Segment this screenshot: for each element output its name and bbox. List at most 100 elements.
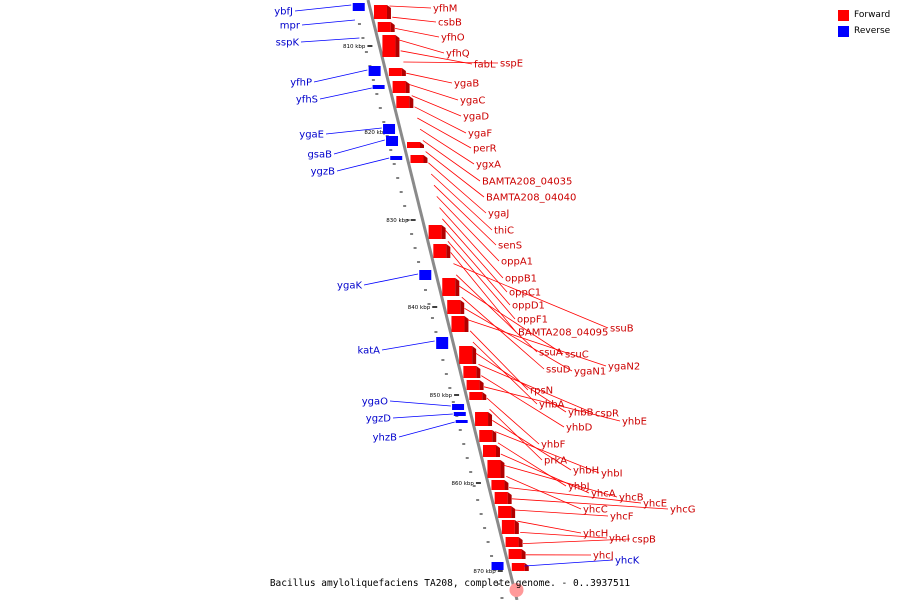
forward-gene-label: fabL — [474, 60, 496, 71]
forward-gene-label: oppA1 — [501, 257, 533, 268]
forward-leader-line — [394, 28, 440, 38]
forward-leader-line — [430, 173, 493, 231]
forward-leader-line — [500, 453, 590, 494]
reverse-leader-line — [294, 4, 352, 12]
forward-leader-line — [403, 61, 499, 64]
forward-gene-block — [482, 445, 496, 457]
forward-gene-shade — [420, 142, 425, 148]
forward-gene-label: oppF1 — [517, 315, 548, 326]
reverse-gene-block — [453, 412, 466, 416]
forward-gene-block — [498, 506, 512, 518]
forward-gene-label: ygaN1 — [574, 367, 606, 378]
reverse-gene-label: ygaO — [362, 397, 388, 408]
forward-gene-label: yhcH — [583, 529, 608, 540]
forward-gene-label: BAMTA208_04040 — [486, 193, 576, 204]
forward-gene-label: yhbH — [573, 466, 599, 477]
forward-gene-label: BAMTA208_04035 — [482, 177, 572, 188]
genome-axis — [366, 0, 519, 600]
forward-gene-block — [388, 68, 402, 76]
forward-gene-block — [511, 563, 525, 571]
forward-gene-label: thiC — [494, 226, 514, 237]
legend: Forward Reverse — [838, 8, 890, 40]
reverse-gene-label: katA — [357, 346, 380, 357]
forward-leader-line — [492, 420, 572, 471]
reverse-gene-block — [368, 66, 381, 76]
forward-gene-label: ygaF — [468, 129, 492, 140]
forward-gene-shade — [500, 460, 505, 478]
forward-gene-label: yfhQ — [446, 49, 470, 60]
forward-gene-label: ygaN2 — [608, 362, 640, 373]
forward-leader-line — [467, 319, 607, 367]
forward-gene-block — [451, 316, 465, 332]
forward-gene-label: ygxA — [476, 160, 501, 171]
reverse-gene-label: yfhP — [290, 78, 312, 89]
forward-gene-label: oppC1 — [509, 288, 541, 299]
forward-gene-shade — [514, 520, 519, 534]
reverse-leader-line — [381, 340, 435, 351]
forward-gene-label: yhbI — [601, 469, 623, 480]
forward-leader-line — [503, 464, 618, 498]
reverse-gene-block — [352, 3, 365, 11]
forward-leader-line — [489, 408, 543, 461]
forward-gene-label: BAMTA208_04095 — [518, 328, 608, 339]
forward-gene-label: yhbD — [566, 423, 593, 434]
reverse-leader-line — [313, 69, 368, 83]
reverse-gene-label: ygzB — [311, 167, 336, 178]
forward-leader-line — [419, 128, 475, 165]
forward-gene-label: perR — [473, 144, 497, 155]
reverse-label: Reverse — [854, 26, 891, 36]
forward-leader-line — [408, 84, 459, 101]
forward-gene-label: yhcB — [619, 493, 644, 504]
forward-leader-line — [425, 151, 485, 198]
forward-leader-line — [497, 442, 567, 487]
forward-gene-block — [373, 5, 387, 19]
forward-gene-block — [469, 392, 483, 400]
forward-gene-shade — [464, 316, 469, 332]
forward-gene-label: ygaJ — [488, 209, 509, 220]
forward-leader-line — [481, 375, 565, 428]
reverse-leader-line — [389, 400, 451, 407]
forward-leader-line — [520, 532, 608, 539]
forward-gene-block — [433, 244, 447, 258]
forward-gene-block — [508, 549, 522, 559]
forward-leader-line — [450, 252, 517, 333]
forward-gene-shade — [507, 492, 512, 504]
forward-gene-shade — [495, 445, 500, 457]
forward-gene-block — [392, 81, 406, 93]
forward-leader-line — [411, 95, 462, 117]
forward-gene-label: yfhO — [441, 33, 465, 44]
forward-leader-line — [455, 274, 538, 353]
forward-leader-line — [511, 498, 669, 510]
forward-gene-shade — [518, 537, 523, 547]
reverse-leader-line — [319, 87, 372, 100]
reverse-gene-label: mpr — [280, 21, 301, 32]
forward-gene-label: rpsN — [530, 386, 553, 397]
reverse-gene-block — [452, 404, 465, 410]
legend-forward: Forward — [838, 8, 890, 22]
reverse-leader-line — [301, 19, 356, 26]
forward-gene-label: sspE — [500, 59, 523, 70]
reverse-leader-line — [398, 421, 455, 438]
forward-leader-line — [406, 72, 453, 84]
reverse-gene-block — [372, 85, 385, 89]
forward-gene-block — [396, 96, 410, 108]
tick-label: 830 kbp — [386, 218, 409, 224]
forward-leader-line — [483, 386, 621, 422]
forward-leader-line — [509, 487, 642, 504]
axis-ticks: 810 kbp 820 kbp 830 kbp 840 kbp 850 kbp 860 k… — [343, 9, 504, 599]
forward-gene-block — [466, 380, 480, 390]
forward-leader-line — [464, 308, 573, 372]
forward-leader-line — [461, 296, 545, 370]
reverse-gene-block — [491, 562, 504, 570]
reverse-gene-label: ybfJ — [274, 7, 293, 18]
forward-gene-shade — [476, 366, 481, 378]
forward-gene-shade — [390, 22, 395, 32]
reverse-gene-label: yfhS — [296, 95, 318, 106]
forward-leader-line — [433, 184, 497, 246]
forward-gene-block — [475, 412, 489, 426]
forward-leader-line — [439, 207, 504, 279]
forward-gene-block — [479, 430, 493, 442]
reverse-leader-line — [325, 127, 382, 135]
forward-gene-block — [442, 278, 456, 296]
